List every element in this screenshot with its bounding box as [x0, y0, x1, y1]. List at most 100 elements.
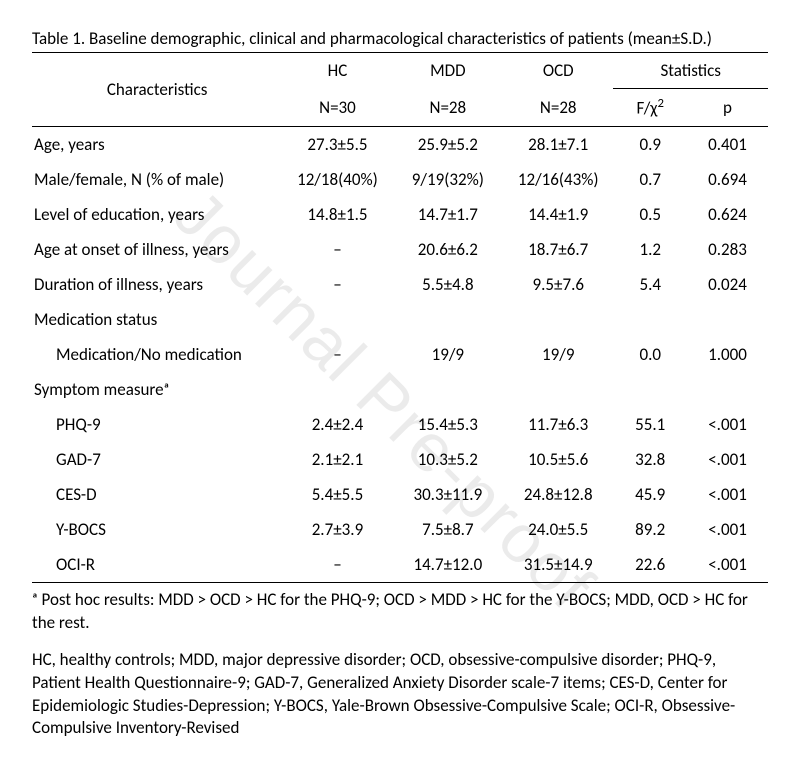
cell-mdd: 9/19(32%) [393, 162, 503, 197]
table-row: Symptom measureᵃ [32, 372, 768, 407]
cell-hc: 2.4±2.4 [282, 407, 392, 442]
cell-mdd: 15.4±5.3 [393, 407, 503, 442]
cell-mdd [393, 302, 503, 337]
col-p: p [687, 89, 768, 127]
cell-hc: 12/18(40%) [282, 162, 392, 197]
table-row: Medication/No medication–19/919/90.01.00… [32, 337, 768, 372]
table-row: CES-D5.4±5.530.3±11.924.8±12.845.9<.001 [32, 477, 768, 512]
cell-p [687, 372, 768, 407]
cell-p: <.001 [687, 512, 768, 547]
cell-hc: 14.8±1.5 [282, 197, 392, 232]
cell-ocd: 28.1±7.1 [503, 126, 613, 162]
row-label: Medication/No medication [32, 337, 282, 372]
row-label: Age at onset of illness, years [32, 232, 282, 267]
col-f-chi: F/χ2 [613, 89, 687, 127]
table-row: PHQ-92.4±2.415.4±5.311.7±6.355.1<.001 [32, 407, 768, 442]
cell-hc: – [282, 267, 392, 302]
row-label: Age, years [32, 126, 282, 162]
cell-mdd: 10.3±5.2 [393, 442, 503, 477]
cell-hc [282, 372, 392, 407]
footnote-abbrev: HC, healthy controls; MDD, major depress… [32, 649, 768, 741]
cell-f: 5.4 [613, 267, 687, 302]
cell-hc: 27.3±5.5 [282, 126, 392, 162]
cell-ocd: 14.4±1.9 [503, 197, 613, 232]
col-hc: HC [282, 53, 392, 89]
cell-ocd: 10.5±5.6 [503, 442, 613, 477]
cell-p: 0.401 [687, 126, 768, 162]
cell-mdd [393, 372, 503, 407]
table-row: Male/female, N (% of male)12/18(40%)9/19… [32, 162, 768, 197]
col-ocd-n: N=28 [503, 89, 613, 127]
cell-p: 0.694 [687, 162, 768, 197]
col-statistics: Statistics [613, 53, 768, 89]
cell-p: <.001 [687, 547, 768, 583]
cell-f: 0.5 [613, 197, 687, 232]
row-label: PHQ-9 [32, 407, 282, 442]
cell-hc [282, 302, 392, 337]
cell-hc: – [282, 337, 392, 372]
cell-mdd: 19/9 [393, 337, 503, 372]
cell-f [613, 372, 687, 407]
row-label: Medication status [32, 302, 282, 337]
table-header: Characteristics HC MDD OCD Statistics N=… [32, 53, 768, 127]
cell-p: 1.000 [687, 337, 768, 372]
cell-ocd: 9.5±7.6 [503, 267, 613, 302]
cell-ocd [503, 302, 613, 337]
cell-mdd: 30.3±11.9 [393, 477, 503, 512]
cell-p: <.001 [687, 477, 768, 512]
cell-hc: 2.7±3.9 [282, 512, 392, 547]
row-label: CES-D [32, 477, 282, 512]
cell-f: 89.2 [613, 512, 687, 547]
cell-f: 0.9 [613, 126, 687, 162]
table-row: OCI-R–14.7±12.031.5±14.922.6<.001 [32, 547, 768, 583]
demographics-table: Characteristics HC MDD OCD Statistics N=… [32, 52, 768, 583]
table-row: Age at onset of illness, years–20.6±6.21… [32, 232, 768, 267]
table-row: GAD-72.1±2.110.3±5.210.5±5.632.8<.001 [32, 442, 768, 477]
row-label: Y-BOCS [32, 512, 282, 547]
cell-mdd: 14.7±1.7 [393, 197, 503, 232]
footnote-posthoc: ᵃ Post hoc results: MDD > OCD > HC for t… [32, 589, 768, 635]
table-row: Age, years27.3±5.525.9±5.228.1±7.10.90.4… [32, 126, 768, 162]
cell-ocd: 24.8±12.8 [503, 477, 613, 512]
row-label: Duration of illness, years [32, 267, 282, 302]
col-mdd: MDD [393, 53, 503, 89]
cell-f: 55.1 [613, 407, 687, 442]
cell-f: 45.9 [613, 477, 687, 512]
cell-mdd: 20.6±6.2 [393, 232, 503, 267]
cell-f: 0.7 [613, 162, 687, 197]
col-mdd-n: N=28 [393, 89, 503, 127]
col-ocd: OCD [503, 53, 613, 89]
cell-ocd: 12/16(43%) [503, 162, 613, 197]
cell-f: 32.8 [613, 442, 687, 477]
cell-hc: 2.1±2.1 [282, 442, 392, 477]
row-label: Symptom measureᵃ [32, 372, 282, 407]
row-label: Level of education, years [32, 197, 282, 232]
table-row: Level of education, years14.8±1.514.7±1.… [32, 197, 768, 232]
cell-f: 22.6 [613, 547, 687, 583]
cell-hc: – [282, 232, 392, 267]
col-hc-n: N=30 [282, 89, 392, 127]
cell-p [687, 302, 768, 337]
cell-p: 0.283 [687, 232, 768, 267]
table-row: Duration of illness, years–5.5±4.89.5±7.… [32, 267, 768, 302]
cell-mdd: 7.5±8.7 [393, 512, 503, 547]
cell-p: 0.624 [687, 197, 768, 232]
cell-p: 0.024 [687, 267, 768, 302]
table-row: Medication status [32, 302, 768, 337]
row-label: GAD-7 [32, 442, 282, 477]
cell-p: <.001 [687, 442, 768, 477]
cell-ocd: 18.7±6.7 [503, 232, 613, 267]
cell-p: <.001 [687, 407, 768, 442]
table-row: Y-BOCS2.7±3.97.5±8.724.0±5.589.2<.001 [32, 512, 768, 547]
table-body: Age, years27.3±5.525.9±5.228.1±7.10.90.4… [32, 126, 768, 582]
cell-f: 1.2 [613, 232, 687, 267]
cell-hc: 5.4±5.5 [282, 477, 392, 512]
cell-hc: – [282, 547, 392, 583]
cell-mdd: 5.5±4.8 [393, 267, 503, 302]
cell-mdd: 25.9±5.2 [393, 126, 503, 162]
table-caption: Table 1. Baseline demographic, clinical … [32, 28, 768, 50]
cell-ocd [503, 372, 613, 407]
cell-mdd: 14.7±12.0 [393, 547, 503, 583]
cell-ocd: 24.0±5.5 [503, 512, 613, 547]
cell-ocd: 19/9 [503, 337, 613, 372]
